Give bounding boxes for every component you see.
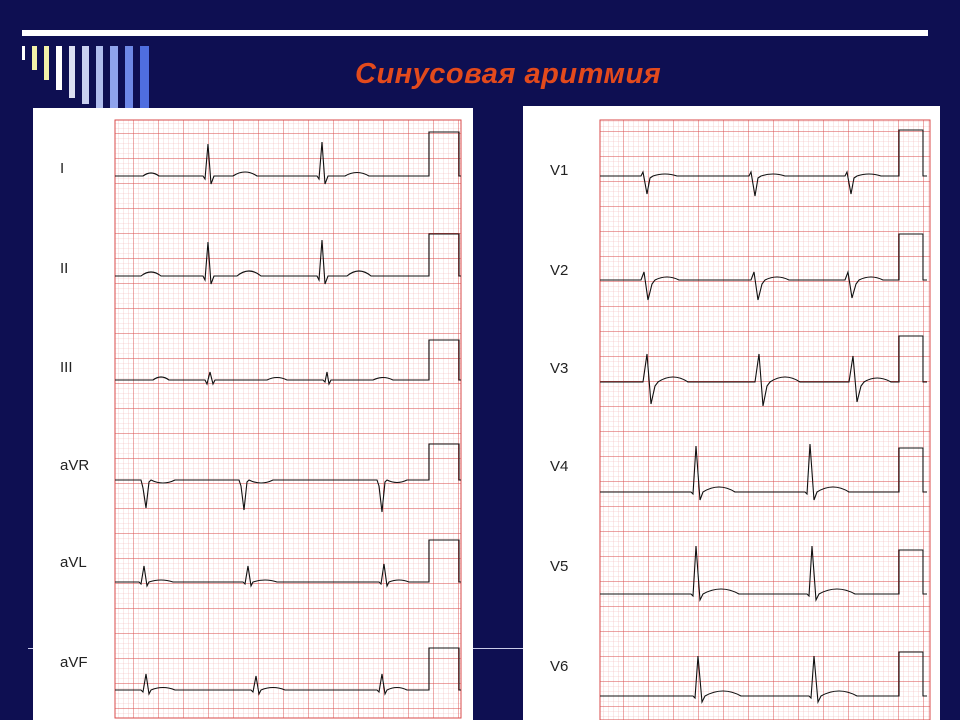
trace-lead-v5 — [600, 545, 927, 603]
lead-label-v4: V4 — [550, 458, 569, 475]
trace-lead-ii — [115, 233, 461, 285]
lead-label-v5: V5 — [550, 558, 569, 575]
trace-lead-v4 — [600, 443, 927, 501]
trace-lead-v1 — [600, 129, 927, 197]
lead-label-v6: V6 — [550, 658, 569, 675]
trace-lead-iii — [115, 339, 461, 386]
lead-label-i: I — [60, 160, 65, 177]
lead-label-avl: aVL — [60, 554, 87, 571]
lead-label-v3: V3 — [550, 360, 569, 377]
trace-lead-v6 — [600, 651, 927, 704]
trace-lead-v3 — [600, 335, 927, 407]
lead-label-ii: II — [60, 260, 69, 277]
slide-decoration-bars — [22, 46, 149, 110]
ecg-limb-leads-panel: I II III aVR aVL aVF — [33, 108, 473, 720]
lead-label-avf: aVF — [60, 654, 88, 671]
trace-lead-i — [115, 131, 461, 185]
lead-label-v1: V1 — [550, 162, 569, 179]
chest-leads-grid — [599, 119, 931, 720]
trace-lead-v2 — [600, 233, 927, 301]
slide-title: Синусовая аритмия — [355, 58, 662, 90]
trace-lead-avr — [115, 443, 461, 513]
lead-label-v2: V2 — [550, 262, 569, 279]
trace-lead-avl — [115, 539, 461, 588]
limb-leads-grid — [114, 119, 462, 719]
top-rule — [22, 30, 928, 36]
trace-lead-avf — [115, 647, 461, 696]
lead-label-avr: aVR — [60, 457, 90, 474]
lead-label-iii: III — [60, 359, 73, 376]
ecg-chest-leads-panel: V1 V2 V3 V4 V5 V6 — [523, 106, 940, 720]
